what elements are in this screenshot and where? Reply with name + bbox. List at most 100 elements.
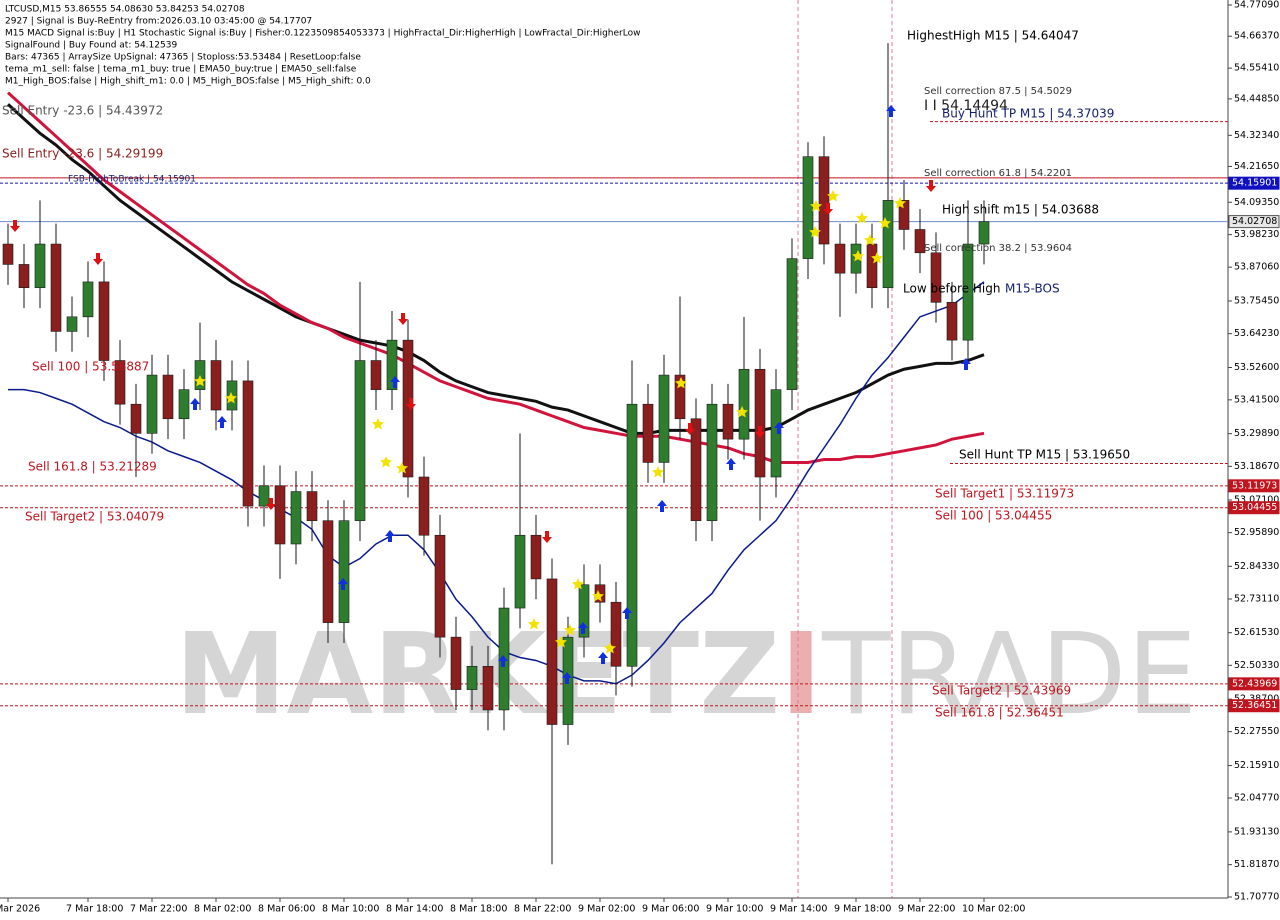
- watermark-part: MARKETZ: [175, 610, 780, 740]
- signal-star: [879, 217, 891, 229]
- y-tick-label: 51.81870: [1234, 859, 1279, 870]
- signal-star: [894, 197, 906, 209]
- candle-body: [82, 281, 94, 318]
- annotation: FSB-HighToBreak | 54.15901: [68, 175, 196, 185]
- y-tick-label: 53.87060: [1234, 262, 1279, 273]
- price-box-label: 52.36451: [1232, 700, 1277, 711]
- candle-body: [466, 665, 478, 690]
- price-box-label: 54.02708: [1232, 216, 1277, 227]
- candle-body: [434, 534, 446, 638]
- candle-body: [978, 221, 990, 245]
- annotation: Sell Target2 | 53.04079: [25, 510, 164, 524]
- signal-star: [572, 578, 584, 590]
- candle-body: [18, 264, 30, 289]
- candle-body: [418, 476, 430, 536]
- signal-arrow: [562, 672, 572, 684]
- signal-arrow: [622, 607, 632, 619]
- candle-body: [706, 403, 718, 521]
- signal-arrow: [657, 500, 667, 512]
- candle-body: [674, 374, 686, 420]
- annotation: Sell Hunt TP M15 | 53.19650: [959, 448, 1130, 462]
- signal-arrow: [93, 253, 103, 265]
- candle-body: [162, 374, 174, 420]
- candle-body: [946, 301, 958, 341]
- y-tick-label: 52.84330: [1234, 561, 1279, 572]
- candle-body: [258, 485, 270, 507]
- signal-star: [675, 377, 687, 389]
- x-tick-label: 8 Mar 18:00: [450, 904, 507, 915]
- signal-arrow: [266, 498, 276, 510]
- price-box-label: 54.15901: [1232, 178, 1277, 189]
- signal-star: [564, 624, 576, 636]
- signal-star: [864, 234, 876, 246]
- annotation: Sell 100 | 53.04455: [935, 509, 1052, 523]
- candle-body: [866, 243, 878, 289]
- y-tick-label: 52.61530: [1234, 627, 1279, 638]
- y-tick-label: 53.41500: [1234, 394, 1279, 405]
- moving-average: [6, 103, 985, 435]
- signal-star: [528, 618, 540, 630]
- candle-body: [962, 243, 974, 341]
- signal-star: [592, 590, 604, 602]
- y-tick-label: 53.75450: [1234, 295, 1279, 306]
- y-tick-label: 53.07100: [1234, 495, 1279, 506]
- candle-body: [114, 360, 126, 405]
- y-tick-label: 52.04770: [1234, 792, 1279, 803]
- candle-body: [514, 534, 526, 609]
- info-line: M15 MACD Signal is:Buy | H1 Stochastic S…: [5, 29, 640, 39]
- candle-body: [834, 243, 846, 274]
- candle-body: [530, 534, 542, 580]
- info-line: tema_m1_sell: false | tema_m1_buy: true …: [5, 65, 357, 75]
- moving-average: [8, 281, 985, 685]
- price-box-label: 53.04455: [1232, 502, 1277, 513]
- signal-star: [225, 392, 237, 404]
- signal-star: [809, 226, 821, 238]
- price-box: [1228, 677, 1280, 691]
- candle-body: [34, 243, 46, 289]
- candle-body: [722, 403, 734, 440]
- candle-body: [610, 601, 622, 667]
- signal-arrow: [338, 578, 348, 590]
- y-tick-label: 54.55410: [1234, 63, 1279, 74]
- x-tick-label: 7 Mar 18:00: [66, 904, 123, 915]
- watermark-text: MARKETZITRADE: [175, 610, 1197, 740]
- x-tick-label: 10 Mar 02:00: [962, 904, 1025, 915]
- signal-star: [652, 466, 664, 478]
- candle-body: [578, 584, 590, 638]
- candle-body: [242, 380, 254, 507]
- signal-arrow: [823, 203, 833, 215]
- signal-arrow: [755, 426, 765, 438]
- x-tick-label: 9 Mar 02:00: [578, 904, 635, 915]
- moving-average: [6, 91, 985, 464]
- candle-body: [738, 368, 750, 440]
- x-tick-label: 8 Mar 06:00: [258, 904, 315, 915]
- x-tick-label: 7 Mar 2026: [0, 904, 40, 915]
- annotation: Sell Target2 | 52.43969: [932, 684, 1071, 698]
- x-tick-label: 9 Mar 06:00: [642, 904, 699, 915]
- annotation: Sell Entry -23.6 | 54.43972: [2, 104, 163, 118]
- info-line: M1_High_BOS:false | High_shift_m1: 0.0 |…: [5, 77, 371, 87]
- candle-body: [50, 243, 62, 332]
- y-tick-label: 53.52600: [1234, 362, 1279, 373]
- candle-body: [338, 520, 350, 623]
- candle-body: [210, 360, 222, 411]
- signal-arrow: [190, 398, 200, 410]
- signal-star: [604, 642, 616, 654]
- y-tick-label: 53.64230: [1234, 328, 1279, 339]
- y-tick-label: 53.18670: [1234, 461, 1279, 472]
- candle-body: [290, 491, 302, 545]
- signal-arrow: [398, 313, 408, 325]
- signal-star: [555, 636, 567, 648]
- y-tick-label: 54.66370: [1234, 31, 1279, 42]
- annotation: Sell correction 61.8 | 54.2201: [924, 168, 1072, 179]
- signal-arrow: [498, 655, 508, 667]
- candle-body: [386, 339, 398, 390]
- info-line: LTCUSD,M15 53.86555 54.08630 53.84253 54…: [5, 5, 245, 15]
- y-tick-label: 54.77090: [1234, 0, 1279, 11]
- signal-arrow: [10, 220, 20, 232]
- price-box-label: 52.43969: [1232, 678, 1277, 689]
- candle-body: [546, 578, 558, 725]
- y-tick-label: 54.09350: [1234, 197, 1279, 208]
- candle-body: [690, 418, 702, 521]
- annotation: Sell correction 38.2 | 53.9604: [924, 243, 1072, 254]
